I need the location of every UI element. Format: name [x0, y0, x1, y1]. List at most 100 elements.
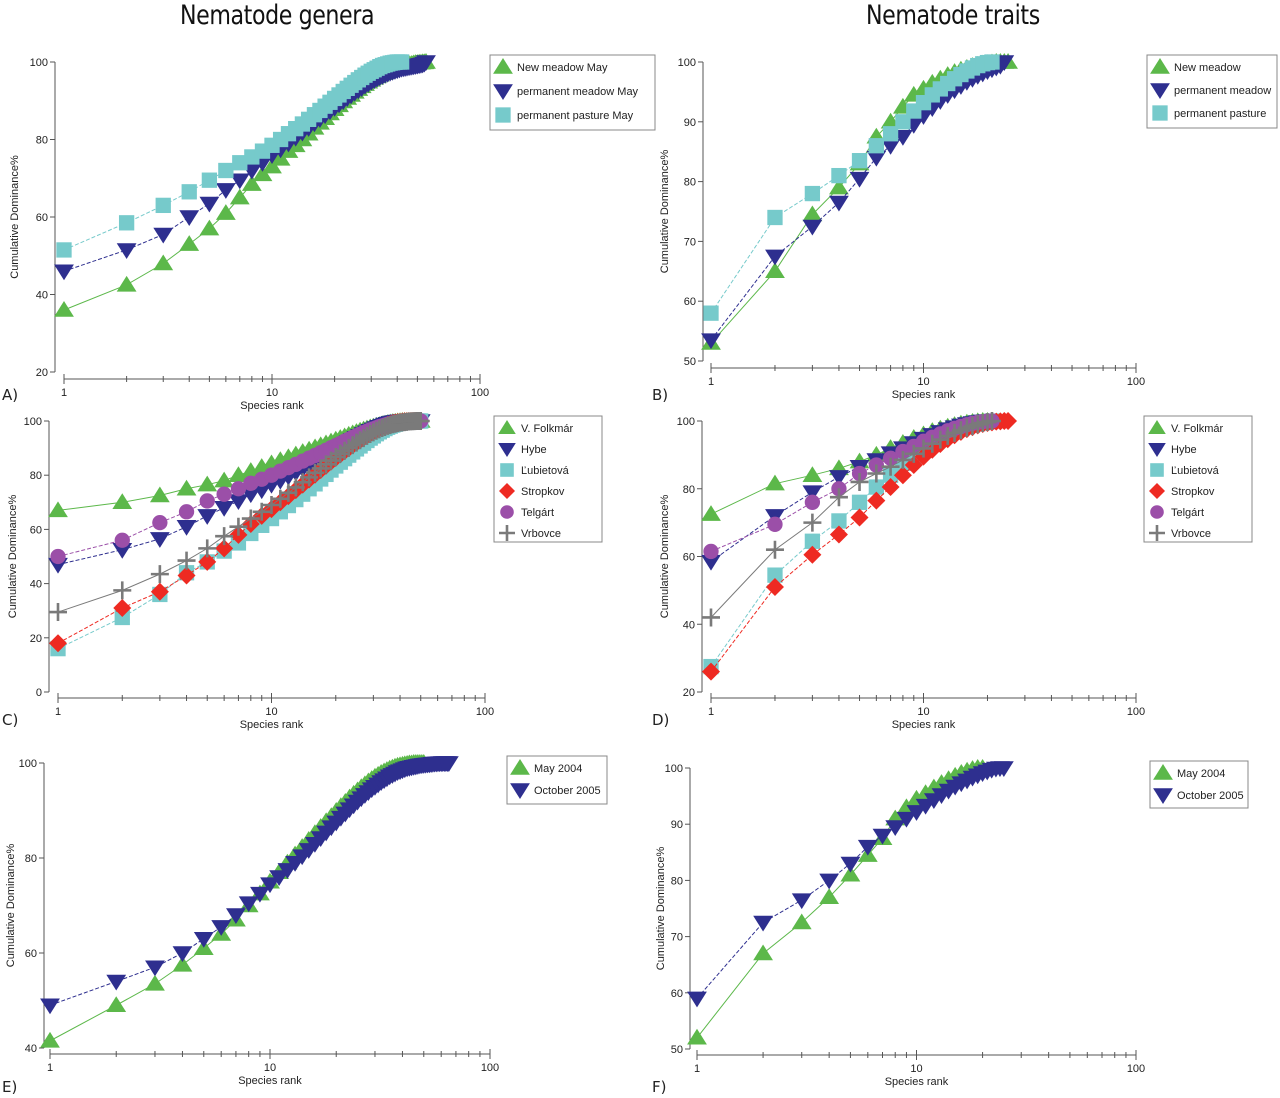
data-point — [260, 877, 280, 894]
data-point — [867, 464, 886, 483]
legend-label: Stropkov — [521, 486, 565, 498]
legend-label: permanent meadow — [1174, 85, 1271, 97]
data-point — [240, 487, 261, 504]
series-line — [49, 762, 449, 1006]
data-point — [197, 509, 218, 525]
data-point — [50, 548, 66, 565]
data-point — [178, 504, 195, 520]
data-point — [893, 450, 912, 469]
data-point — [829, 178, 849, 195]
data-point — [179, 235, 200, 251]
legend-marker — [495, 107, 511, 123]
series-october-2005 — [40, 756, 459, 1015]
legend-label: May 2004 — [534, 763, 582, 775]
legend-label: Telgárt — [521, 507, 554, 519]
y-tick-label: 60 — [36, 212, 48, 224]
data-point — [106, 996, 127, 1012]
x-tick-label: 10 — [917, 376, 929, 388]
x-tick-label: 100 — [481, 1062, 499, 1074]
legend-label: Vrbovce — [1171, 528, 1211, 540]
legend-box — [493, 415, 603, 543]
data-point — [687, 1028, 707, 1045]
panel-label: E) — [2, 1078, 17, 1096]
x-tick-label: 1 — [61, 387, 67, 399]
data-point — [802, 219, 823, 236]
data-point — [145, 974, 165, 991]
legend-marker — [1149, 525, 1165, 541]
series-vrbovce — [702, 412, 1001, 627]
panel-e: 40 60 80 100 1 10 100 Species rank Cumulative Do… — [2, 754, 608, 1096]
data-point — [984, 54, 1000, 70]
data-point — [218, 162, 234, 179]
data-point — [229, 517, 248, 536]
data-point — [687, 991, 707, 1008]
column-title-genera: Nematode genera — [180, 0, 375, 31]
data-point — [819, 873, 840, 890]
y-tick-label: 60 — [684, 296, 696, 308]
x-axis-title: Species rank — [238, 1075, 302, 1087]
panel-a: 20 40 60 80 100 1 10 100 Species rank Cumulative … — [2, 53, 656, 412]
data-point — [803, 545, 822, 564]
data-point — [214, 471, 235, 488]
legend-label: permanent meadow May — [517, 86, 639, 98]
data-point — [702, 608, 720, 627]
data-point — [238, 896, 259, 913]
data-point — [149, 486, 170, 503]
data-point — [881, 457, 900, 476]
data-point — [112, 493, 133, 510]
data-point — [172, 946, 193, 962]
data-point — [145, 960, 165, 977]
panel-c: 0 20 40 60 80 100 1 10 100 Species rank Cumulative… — [2, 412, 603, 731]
column-title-traits: Nematode traits — [866, 0, 1040, 31]
data-point — [177, 551, 196, 570]
data-point — [829, 470, 849, 486]
data-point — [849, 171, 870, 188]
panel-label: F) — [652, 1078, 666, 1096]
data-point — [116, 243, 137, 259]
legend-label: permanent pasture May — [517, 110, 634, 122]
data-point — [241, 509, 260, 528]
data-point — [215, 204, 236, 220]
y-tick-label: 100 — [677, 416, 695, 428]
data-point — [230, 481, 247, 497]
data-point — [215, 183, 236, 199]
y-axis-title: Cumulative Dominance% — [9, 155, 21, 279]
series-permanent-pasture — [703, 54, 1000, 321]
x-tick-label: 10 — [265, 706, 277, 718]
data-point — [802, 466, 823, 482]
legend-label: permanent pasture — [1174, 108, 1266, 120]
series-line — [710, 61, 1009, 344]
legend: May 2004 October 2005 — [1149, 760, 1249, 809]
data-point — [765, 474, 785, 491]
legend-label: Ľubietová — [521, 465, 570, 477]
data-point — [753, 915, 773, 932]
y-tick-label: 90 — [684, 117, 696, 129]
legend-marker — [498, 443, 516, 457]
legend-label: May 2004 — [1177, 768, 1225, 780]
y-tick-label: 60 — [25, 948, 37, 960]
data-point — [802, 485, 823, 502]
data-point — [54, 264, 74, 281]
data-point — [866, 150, 887, 167]
legend-marker — [1149, 483, 1165, 499]
legend-marker — [498, 420, 516, 434]
data-point — [804, 185, 821, 202]
data-point — [199, 196, 220, 213]
data-point — [703, 305, 719, 321]
y-tick-label: 40 — [30, 579, 42, 591]
x-tick-label: 100 — [1127, 376, 1145, 388]
data-point — [906, 805, 927, 821]
y-axis-title: Cumulative Dominance% — [659, 150, 671, 274]
series-new-meadow-may — [54, 53, 436, 317]
y-tick-label: 80 — [36, 135, 48, 147]
data-point — [177, 566, 196, 585]
data-point — [993, 761, 1014, 777]
data-point — [216, 486, 232, 502]
series-permanent-meadow — [701, 55, 1015, 350]
data-point — [868, 479, 885, 495]
data-point — [880, 138, 901, 155]
x-tick-label: 10 — [266, 387, 278, 399]
series-line — [49, 762, 424, 1042]
data-point — [819, 888, 840, 905]
